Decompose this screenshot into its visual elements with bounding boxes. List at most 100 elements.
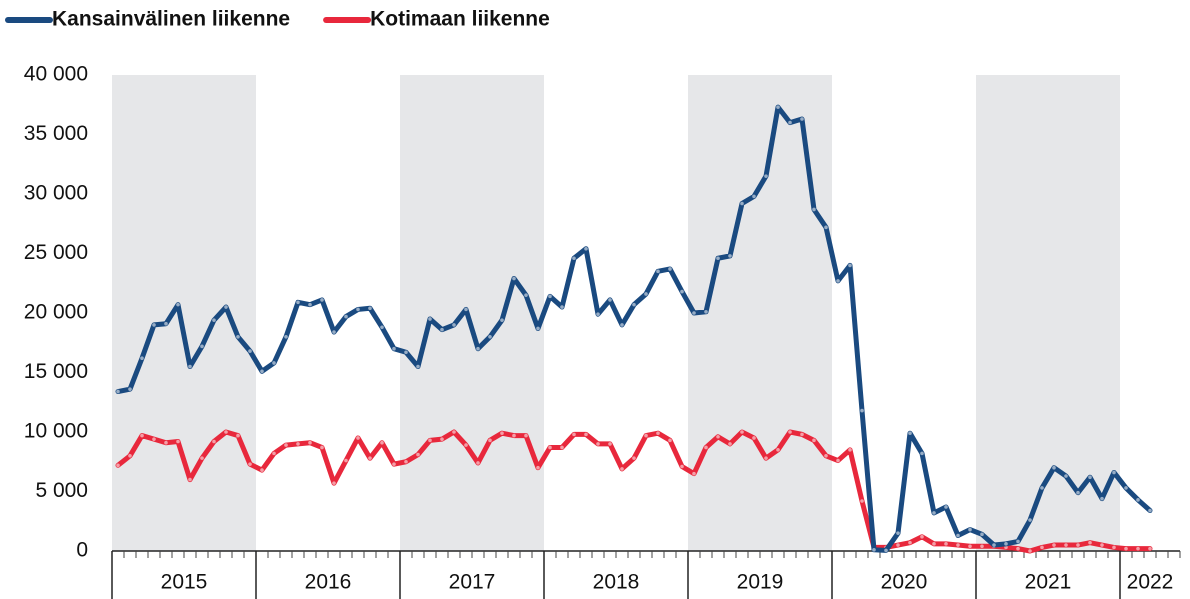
point xyxy=(1088,475,1092,480)
point xyxy=(656,269,660,274)
point xyxy=(404,459,408,464)
point xyxy=(1064,543,1068,547)
point xyxy=(284,443,288,447)
point xyxy=(680,289,684,294)
point xyxy=(140,356,144,361)
point xyxy=(776,448,780,452)
point xyxy=(188,364,192,369)
x-tick-label: 2017 xyxy=(449,571,496,594)
point xyxy=(332,481,336,485)
point xyxy=(1124,486,1128,490)
point xyxy=(116,389,120,394)
point xyxy=(512,276,516,281)
point xyxy=(1112,545,1116,550)
point xyxy=(152,323,156,327)
point xyxy=(932,542,936,546)
point xyxy=(344,458,348,463)
point xyxy=(968,527,972,532)
point xyxy=(704,445,708,450)
point xyxy=(668,267,672,271)
point xyxy=(1148,508,1152,513)
point xyxy=(272,361,276,365)
legend-label: Kotimaan liikenne xyxy=(370,8,550,31)
point xyxy=(836,458,840,463)
point xyxy=(1136,546,1140,551)
y-tick-label: 30 000 xyxy=(24,182,88,205)
x-tick-label: 2019 xyxy=(737,571,784,594)
point xyxy=(608,442,612,446)
point xyxy=(308,440,312,445)
point xyxy=(1100,543,1104,547)
point xyxy=(476,461,480,465)
point xyxy=(728,442,732,446)
point xyxy=(836,279,840,283)
point xyxy=(152,437,156,441)
point xyxy=(668,438,672,443)
x-tick-label: 2016 xyxy=(305,571,352,594)
point xyxy=(392,346,396,351)
year-band xyxy=(688,75,832,551)
point xyxy=(944,542,948,546)
point xyxy=(1088,540,1092,545)
point xyxy=(404,350,408,355)
point xyxy=(560,445,564,450)
x-tick-label: 2020 xyxy=(881,571,928,594)
y-tick-label: 35 000 xyxy=(24,122,88,145)
point xyxy=(188,477,192,482)
point xyxy=(416,452,420,457)
point xyxy=(260,468,264,472)
point xyxy=(1064,474,1068,478)
point xyxy=(800,432,804,437)
point xyxy=(896,531,900,535)
point xyxy=(824,225,828,230)
point xyxy=(632,456,636,460)
y-tick-label: 25 000 xyxy=(24,241,88,264)
point xyxy=(968,544,972,549)
point xyxy=(872,548,876,552)
point xyxy=(656,431,660,435)
point xyxy=(776,105,780,109)
point xyxy=(416,364,420,369)
point xyxy=(788,430,792,434)
point xyxy=(308,302,312,307)
point xyxy=(344,314,348,319)
point xyxy=(380,440,384,445)
point xyxy=(368,306,372,311)
point xyxy=(908,540,912,545)
y-tick-label: 20 000 xyxy=(24,301,88,324)
point xyxy=(320,298,324,302)
point xyxy=(620,323,624,327)
point xyxy=(824,454,828,458)
point xyxy=(224,430,228,434)
point xyxy=(284,335,288,339)
point xyxy=(980,544,984,549)
point xyxy=(440,327,444,332)
point xyxy=(248,349,252,353)
point xyxy=(1028,518,1032,522)
point xyxy=(332,330,336,334)
point xyxy=(1052,543,1056,547)
point xyxy=(572,432,576,437)
point xyxy=(596,312,600,316)
point xyxy=(392,462,396,466)
point xyxy=(536,465,540,470)
point xyxy=(452,323,456,327)
point xyxy=(680,464,684,469)
point xyxy=(272,451,276,456)
point xyxy=(1076,490,1080,495)
point xyxy=(176,439,180,444)
point xyxy=(524,293,528,297)
point xyxy=(956,543,960,547)
point xyxy=(320,445,324,450)
point xyxy=(848,263,852,268)
point xyxy=(248,462,252,466)
point xyxy=(488,335,492,339)
point xyxy=(548,294,552,299)
y-tick-label: 5 000 xyxy=(35,479,88,502)
x-tick-label: 2018 xyxy=(593,571,640,594)
point xyxy=(764,174,768,178)
point xyxy=(1100,496,1104,501)
point xyxy=(944,505,948,509)
point xyxy=(296,442,300,446)
point xyxy=(1040,545,1044,550)
